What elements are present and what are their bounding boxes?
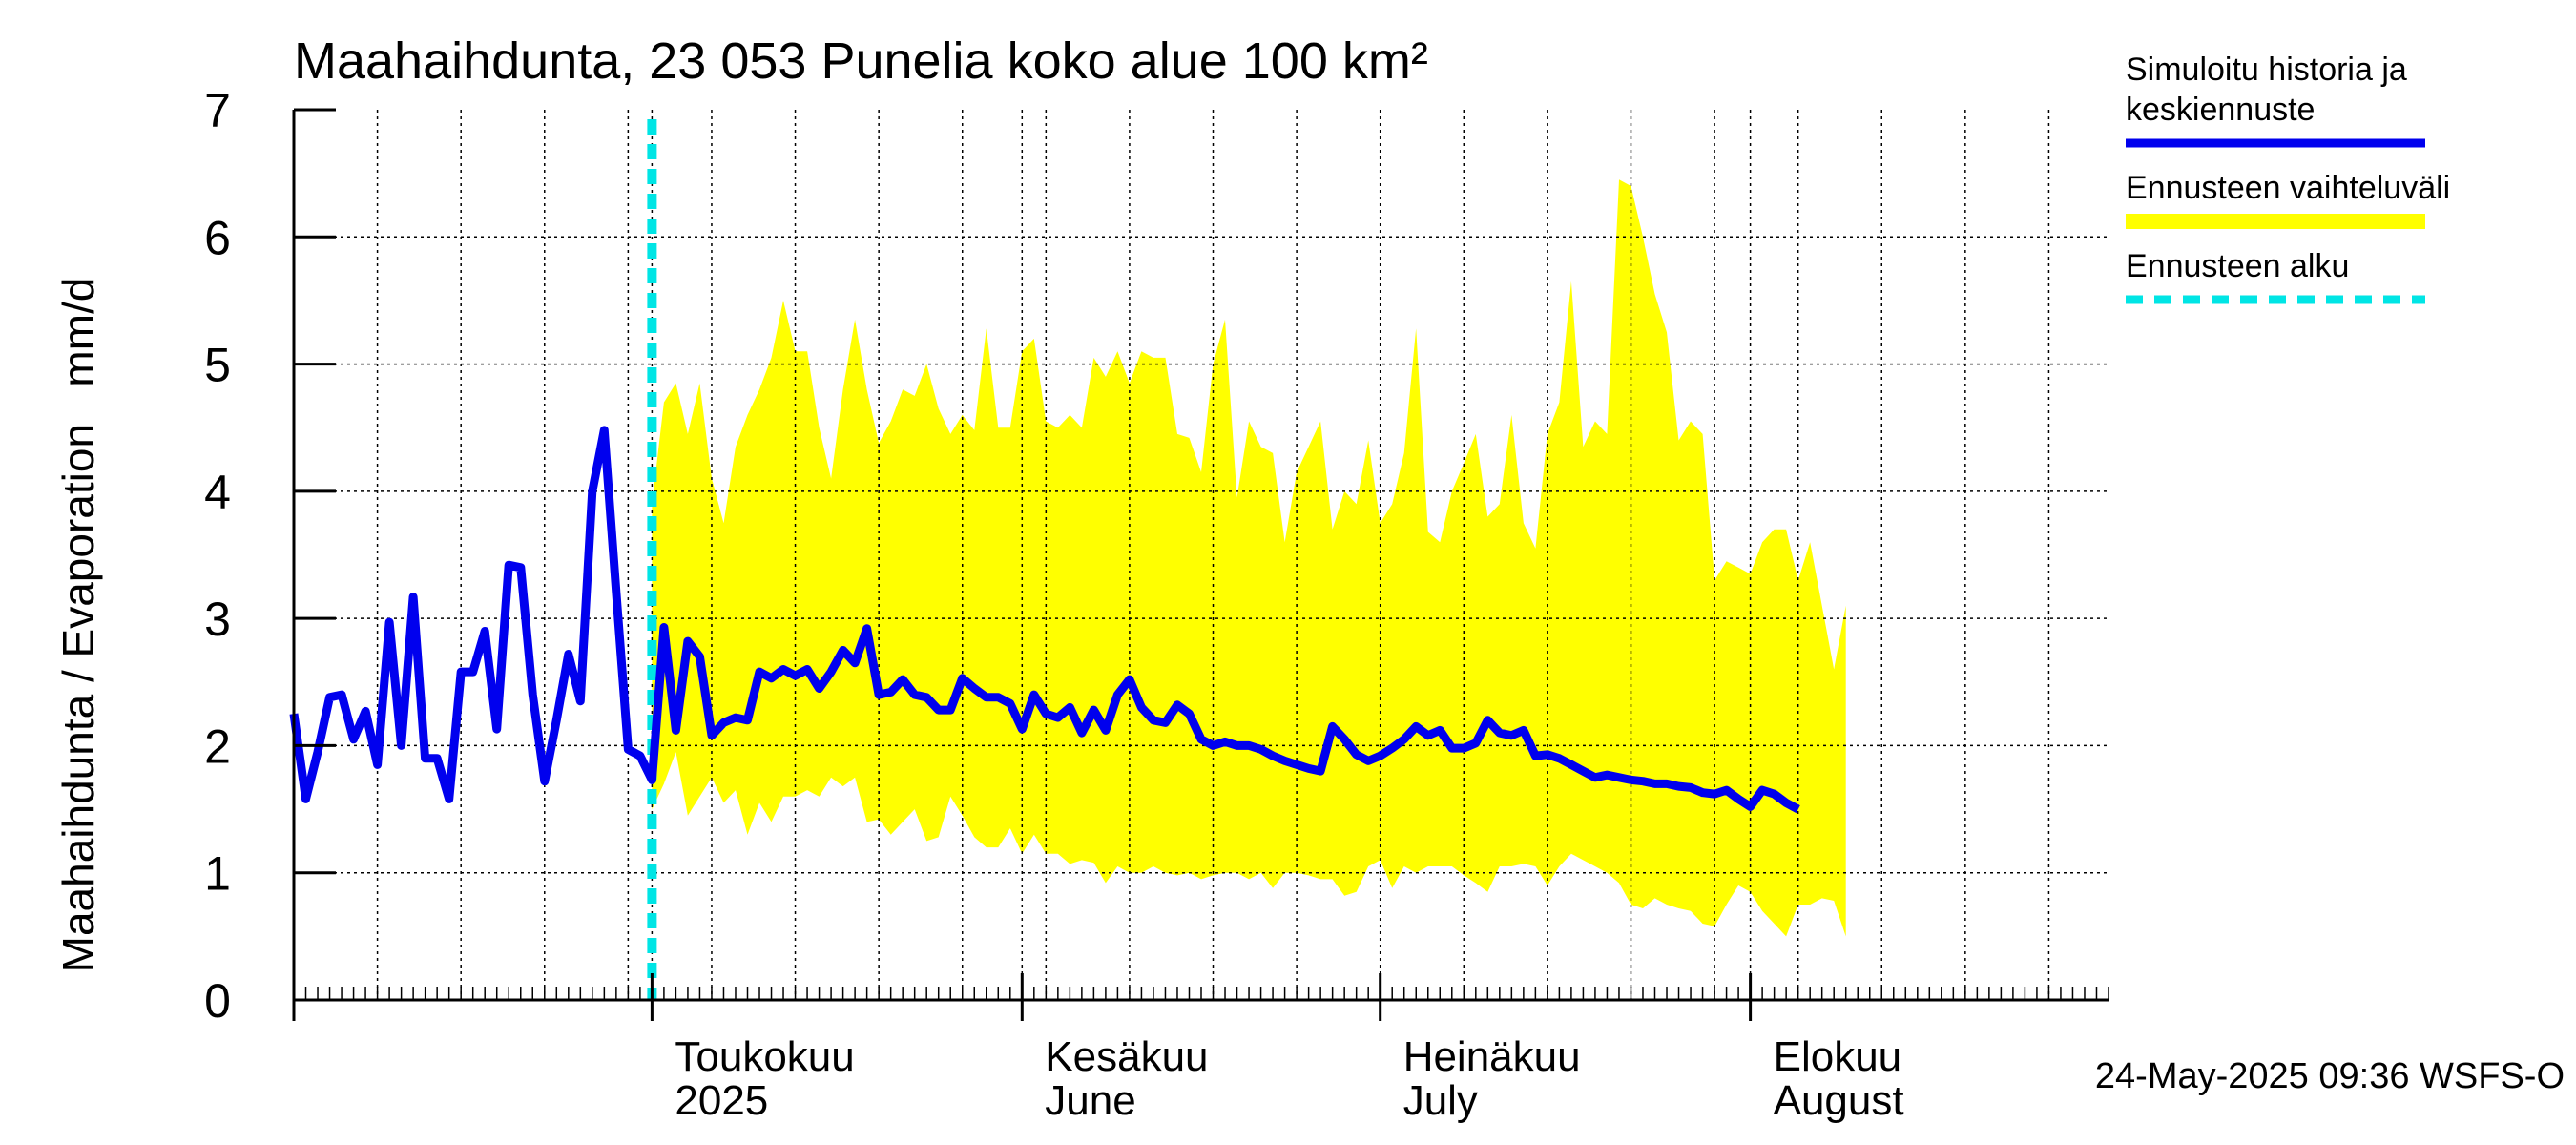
x-tick-label-sub: 2025 [675,1077,768,1124]
x-tick-label-sub: June [1045,1077,1135,1124]
x-tick-label: Kesäkuu [1045,1033,1208,1080]
y-tick-label: 6 [204,211,231,264]
legend-label: Ennusteen vaihteluväli [2126,170,2450,206]
axes [292,108,2109,1021]
y-tick-label: 2 [204,719,231,773]
y-axis-label: Maahaihdunta / Evaporation mm/d [53,278,103,973]
y-tick-label: 7 [204,84,231,137]
x-tick-label: Elokuu [1774,1033,1902,1080]
x-tick-label-sub: July [1403,1077,1478,1124]
x-tick-label: Toukokuu [675,1033,854,1080]
forecast-range-band [652,179,1846,937]
legend-label: keskiennuste [2126,92,2315,128]
series-line [289,426,1800,814]
chart-title: Maahaihdunta, 23 053 Punelia koko alue 1… [294,32,1428,90]
y-tick-label: 5 [204,339,231,392]
y-tick-label: 3 [204,593,231,646]
y-tick-label: 0 [204,974,231,1028]
x-tick-label: Heinäkuu [1403,1033,1581,1080]
x-tick-label-sub: August [1774,1077,1904,1124]
legend-label: Simuloitu historia ja [2126,52,2407,88]
legend: Simuloitu historia ja keskiennuste Ennuste… [2126,52,2450,304]
y-tick-label: 4 [204,466,231,519]
y-tick-label: 1 [204,847,231,901]
legend-label: Ennusteen alku [2126,248,2349,284]
timestamp: 24-May-2025 09:36 WSFS-O [2095,1056,2565,1096]
